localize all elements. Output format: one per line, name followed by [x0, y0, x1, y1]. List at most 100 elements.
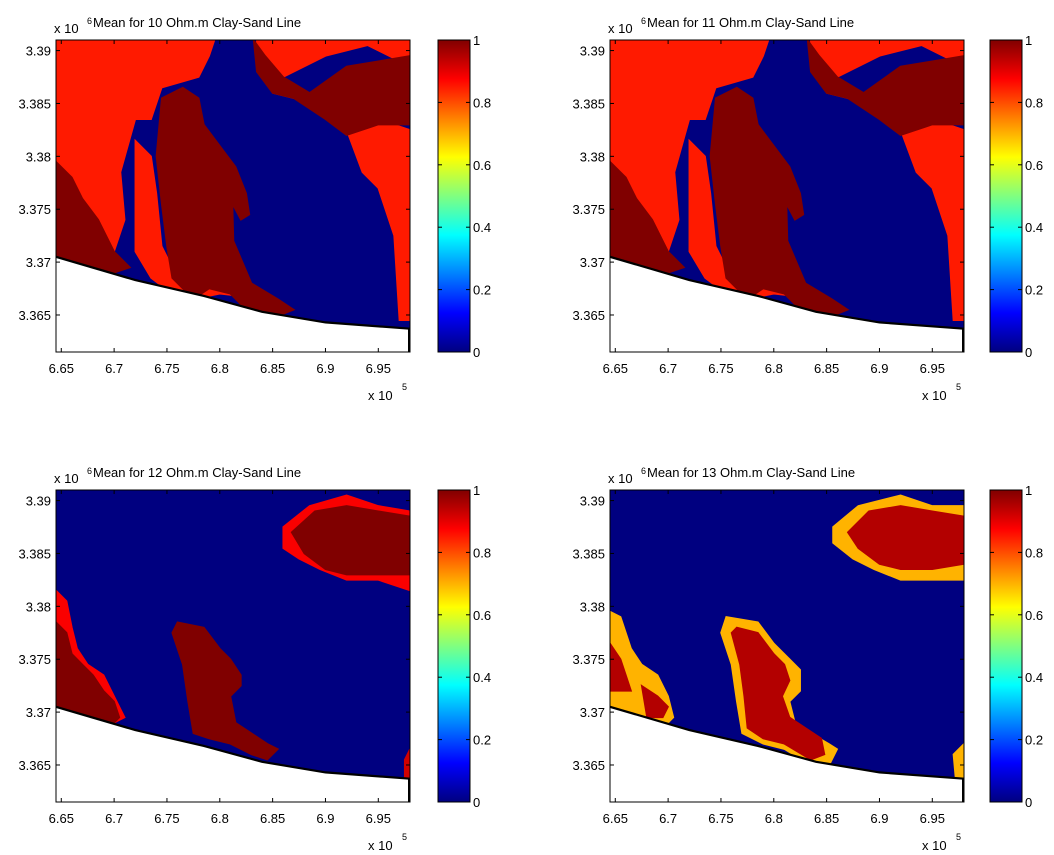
- plot-area: [610, 40, 964, 352]
- y-tick-label: 3.38: [26, 149, 51, 164]
- y-multiplier: x 10: [608, 471, 633, 486]
- x-multiplier: x 10: [922, 388, 947, 403]
- x-multiplier: x 10: [922, 838, 947, 853]
- chart-title: Mean for 13 Ohm.m Clay-Sand Line: [647, 465, 855, 480]
- x-tick-label: 6.85: [260, 811, 285, 826]
- colorbar-tick-label: 0.2: [1025, 283, 1043, 298]
- colorbar-gradient: [989, 489, 1023, 803]
- y-exponent: 6: [641, 16, 646, 26]
- x-tick-label: 6.85: [814, 361, 839, 376]
- colorbar: 0 0.2 0.4 0.6 0.8 1: [989, 33, 1043, 360]
- y-exponent: 6: [641, 466, 646, 476]
- colorbar-tick-label: 0: [473, 345, 480, 360]
- region-5: [640, 684, 670, 719]
- x-tick-label: 6.9: [316, 811, 334, 826]
- y-tick-label: 3.385: [18, 546, 51, 561]
- y-tick-label: 3.375: [572, 652, 605, 667]
- colorbar-tick-label: 0.2: [473, 733, 491, 748]
- y-tick-label: 3.365: [18, 308, 51, 323]
- x-tick-label: 6.75: [154, 361, 179, 376]
- y-tick-label: 3.375: [18, 202, 51, 217]
- y-tick-label: 3.37: [580, 255, 605, 270]
- x-tick-label: 6.7: [659, 361, 677, 376]
- y-tick-label: 3.38: [26, 599, 51, 614]
- region-6: [846, 505, 964, 571]
- x-exponent: 5: [956, 832, 961, 842]
- colorbar-tick-label: 0.8: [1025, 95, 1043, 110]
- region-4: [290, 505, 410, 576]
- region-8: [952, 742, 964, 779]
- y-tick-label: 3.365: [18, 758, 51, 773]
- x-tick-label: 6.75: [708, 811, 733, 826]
- chart-panel-3: 6.65 6.7 6.75 6.8 6.85 6.9 6.95 3.39 3.385 3.38 3.…: [18, 465, 491, 853]
- y-exponent: 6: [87, 466, 92, 476]
- colorbar-tick-label: 0.8: [473, 545, 491, 560]
- chart-title: Mean for 11 Ohm.m Clay-Sand Line: [647, 15, 854, 30]
- x-multiplier: x 10: [368, 388, 393, 403]
- colorbar-tick-label: 0: [1025, 795, 1032, 810]
- y-exponent: 6: [87, 16, 92, 26]
- x-tick-label: 6.8: [211, 811, 229, 826]
- y-tick-label: 3.365: [572, 308, 605, 323]
- colorbar-gradient: [437, 489, 471, 803]
- plot-area: [56, 40, 410, 352]
- axes-frame: [55, 39, 411, 353]
- region-6: [806, 40, 964, 137]
- colorbar-tick-label: 1: [1025, 33, 1032, 48]
- x-tick-label: 6.75: [708, 361, 733, 376]
- x-tick-label: 6.9: [870, 811, 888, 826]
- boundary-line: [610, 705, 964, 780]
- y-multiplier: x 10: [54, 471, 79, 486]
- boundary-line: [610, 255, 964, 330]
- x-exponent: 5: [402, 382, 407, 392]
- chart-panel-4: 6.65 6.7 6.75 6.8 6.85 6.9 6.95 3.39 3.385 3.38 3.…: [572, 465, 1043, 853]
- region-4: [610, 642, 633, 692]
- colorbar-tick-label: 0.6: [1025, 158, 1043, 173]
- chart-panel-1: 6.65 6.7 6.75 6.8 6.85 6.9 6.95 3.39 3.385 3.38 3.…: [18, 15, 491, 403]
- colorbar-tick-label: 0.4: [473, 670, 491, 685]
- x-multiplier: x 10: [368, 838, 393, 853]
- x-tick-label: 6.65: [603, 811, 628, 826]
- x-tick-label: 6.9: [316, 361, 334, 376]
- y-tick-label: 3.39: [26, 44, 51, 59]
- y-tick-label: 3.39: [580, 494, 605, 509]
- x-tick-label: 6.8: [765, 361, 783, 376]
- x-tick-label: 6.7: [105, 811, 123, 826]
- colorbar-tick-label: 0: [473, 795, 480, 810]
- colorbar-tick-label: 0.6: [1025, 608, 1043, 623]
- y-tick-label: 3.385: [572, 96, 605, 111]
- x-tick-label: 6.75: [154, 811, 179, 826]
- y-tick-label: 3.38: [580, 599, 605, 614]
- axes-frame: [609, 39, 965, 353]
- colorbar-tick-label: 0.6: [473, 158, 491, 173]
- x-tick-label: 6.85: [260, 361, 285, 376]
- colorbar-tick-label: 0.8: [1025, 545, 1043, 560]
- colorbar-tick-label: 1: [473, 33, 480, 48]
- y-tick-label: 3.385: [572, 546, 605, 561]
- y-tick-label: 3.365: [572, 758, 605, 773]
- y-tick-label: 3.39: [580, 44, 605, 59]
- y-tick-label: 3.385: [18, 96, 51, 111]
- colorbar-tick-label: 0.2: [1025, 733, 1043, 748]
- x-tick-label: 6.95: [366, 811, 391, 826]
- x-tick-label: 6.65: [49, 811, 74, 826]
- colorbar-tick-label: 1: [473, 483, 480, 498]
- x-exponent: 5: [402, 832, 407, 842]
- x-tick-label: 6.95: [366, 361, 391, 376]
- region-5: [171, 621, 280, 761]
- x-tick-label: 6.7: [105, 361, 123, 376]
- region-7: [730, 626, 826, 761]
- region-6: [403, 748, 410, 779]
- y-tick-label: 3.375: [572, 202, 605, 217]
- axes-frame: [55, 489, 411, 803]
- y-tick-label: 3.37: [26, 255, 51, 270]
- y-tick-label: 3.37: [580, 705, 605, 720]
- x-exponent: 5: [956, 382, 961, 392]
- boundary-line: [56, 705, 410, 780]
- colorbar-tick-label: 0.8: [473, 95, 491, 110]
- y-tick-label: 3.37: [26, 705, 51, 720]
- x-tick-label: 6.7: [659, 811, 677, 826]
- x-tick-label: 6.85: [814, 811, 839, 826]
- colorbar: 0 0.2 0.4 0.6 0.8 1: [437, 33, 491, 360]
